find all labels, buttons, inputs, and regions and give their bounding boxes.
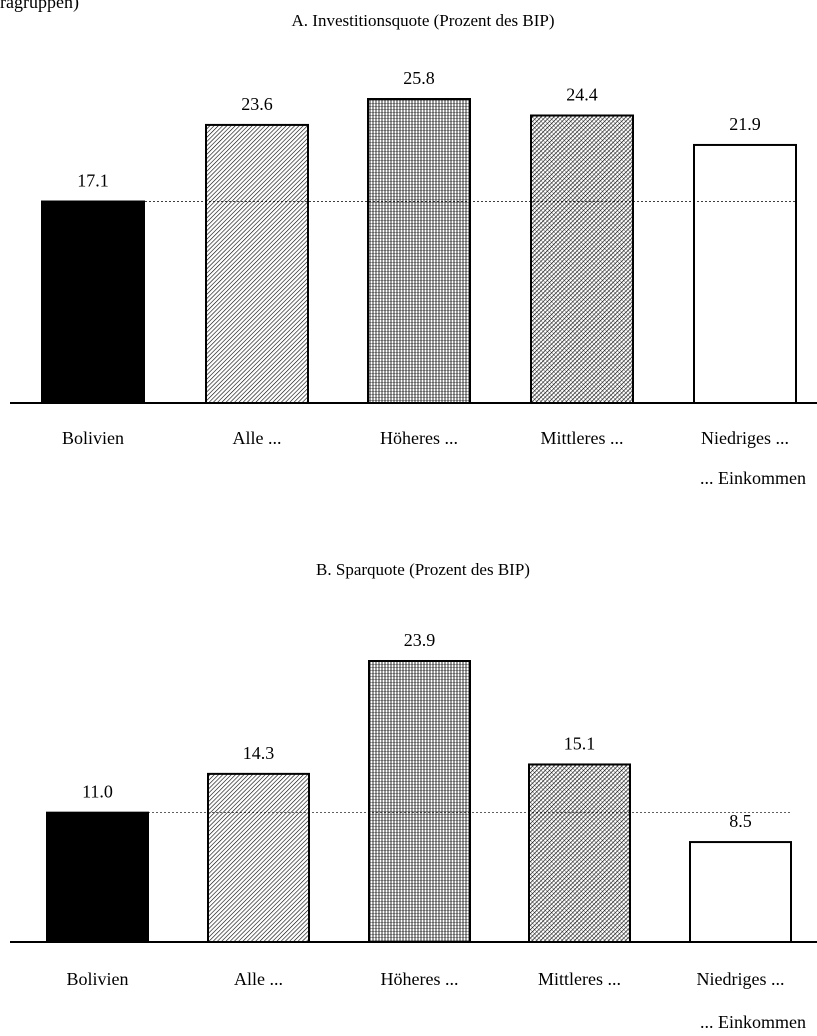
category-label-b-2: Alle ... <box>234 969 283 989</box>
value-label-a-3: 25.8 <box>403 68 435 88</box>
header-fragment: ragruppen) <box>0 0 79 13</box>
value-label-a-1: 17.1 <box>77 171 109 191</box>
chart-title-a: A. Investitionsquote (Prozent des BIP) <box>292 11 555 30</box>
bar-b-4 <box>528 763 631 943</box>
value-label-b-4: 15.1 <box>564 733 596 753</box>
category-label-a-3: Höheres ... <box>380 428 458 448</box>
category-label-a-2: Alle ... <box>233 428 282 448</box>
bar-b-5 <box>689 841 792 943</box>
category-label-b-3: Höheres ... <box>381 969 459 989</box>
value-label-a-2: 23.6 <box>241 94 273 114</box>
bar-b-3 <box>368 660 471 943</box>
value-label-b-3: 23.9 <box>404 630 436 650</box>
category-note-a: ... Einkommen <box>700 468 806 488</box>
chart-panel-b: B. Sparquote (Prozent des BIP) 11.0 Boliv… <box>10 560 817 1032</box>
category-label-b-4: Mittleres ... <box>538 969 621 989</box>
value-label-b-5: 8.5 <box>729 811 752 831</box>
category-label-a-5: Niedriges ... <box>701 428 789 448</box>
bar-b-2 <box>207 772 310 943</box>
bar-a-2 <box>205 123 309 404</box>
chart-title-b: B. Sparquote (Prozent des BIP) <box>316 560 530 579</box>
bar-b-1 <box>46 811 149 943</box>
category-label-a-1: Bolivien <box>62 428 124 448</box>
value-label-a-4: 24.4 <box>566 84 598 104</box>
bar-a-5 <box>693 143 797 404</box>
category-label-b-1: Bolivien <box>67 969 129 989</box>
category-label-b-5: Niedriges ... <box>697 969 785 989</box>
bar-a-3 <box>367 98 471 404</box>
value-label-b-2: 14.3 <box>243 743 275 763</box>
bar-a-1 <box>41 200 145 404</box>
chart-panel-a: A. Investitionsquote (Prozent des BIP) 1… <box>10 11 817 488</box>
value-label-a-5: 21.9 <box>729 114 761 134</box>
category-label-a-4: Mittleres ... <box>541 428 624 448</box>
category-note-b: ... Einkommen <box>700 1012 806 1032</box>
bar-a-4 <box>530 114 634 404</box>
value-label-b-1: 11.0 <box>82 782 113 802</box>
